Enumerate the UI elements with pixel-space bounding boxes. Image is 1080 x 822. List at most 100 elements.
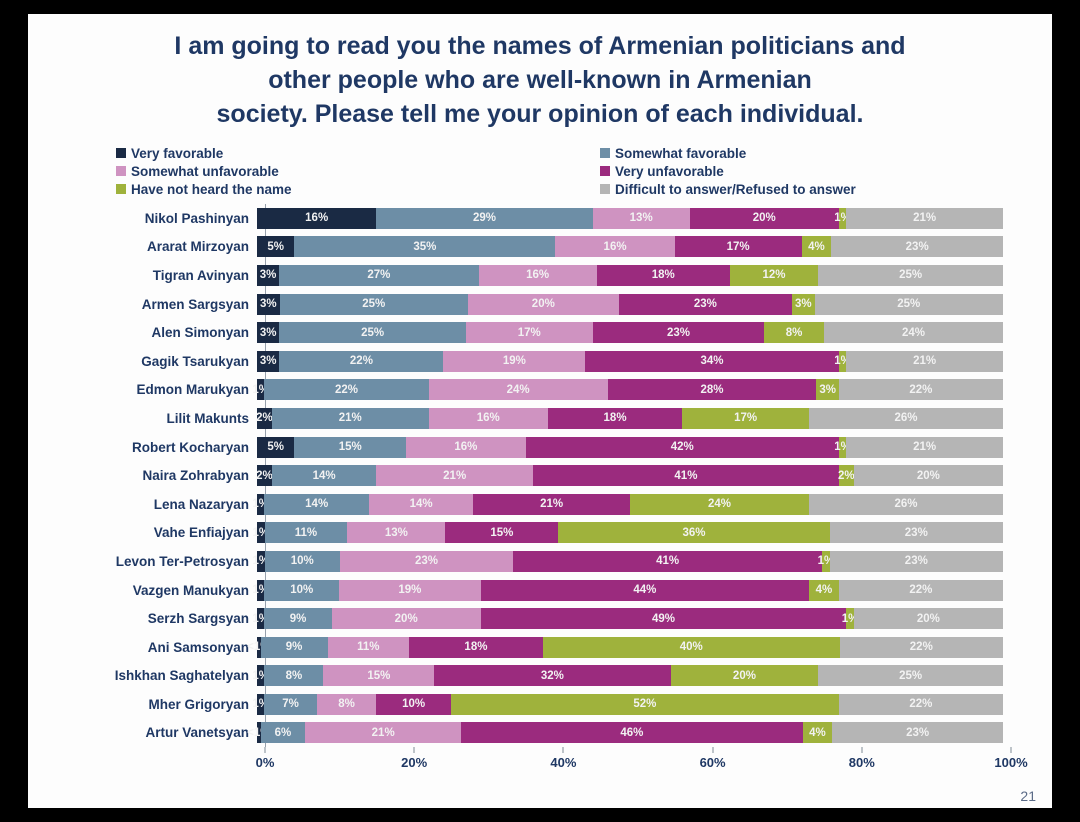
category-label: Lena Nazaryan [153, 496, 249, 512]
bar-value-label: 24% [707, 498, 732, 511]
bar-segment: 1% [252, 608, 269, 630]
bar-segment: 26% [809, 407, 1003, 429]
bar-value-label: 8% [285, 669, 303, 682]
axis-tick [413, 747, 415, 754]
category-label: Gagik Tsarukyan [141, 353, 249, 369]
bar-segment: 1% [834, 207, 851, 229]
bar-row: Lilit Makunts 2% 21% 16% 18% 17% 26% [28, 404, 1052, 433]
bar-row: Vahe Enfiajyan 1% 11% 13% 15% 36% 23% [28, 519, 1052, 548]
bar-value-label: 2% [256, 469, 273, 482]
bar-value-label: 4% [808, 240, 825, 253]
bar-segment: 26% [809, 493, 1003, 515]
legend-label: Difficult to answer/Refused to answer [615, 181, 856, 197]
page-title: I am going to read you the names of Arme… [28, 29, 1052, 131]
bar-value-label: 16% [526, 269, 550, 282]
bar-segment: 18% [596, 264, 730, 286]
bar-segment: 3% [791, 293, 815, 315]
bar-row: Artur Vanetsyan <1% 6% 21% 46% 4% 23% [28, 719, 1052, 748]
bar-value-label: 34% [700, 355, 724, 368]
bar-segment: 42% [525, 436, 839, 458]
bar-value-label: 3% [794, 298, 812, 311]
bar-value-label: 16% [603, 240, 627, 253]
bar-value-label: 11% [294, 526, 318, 539]
bar-segment: 4% [801, 236, 832, 258]
bar-value-label: 23% [904, 526, 928, 539]
bar-segment: 1% [818, 550, 834, 572]
bar-value-label: 5% [267, 441, 284, 454]
bar-segment: 8% [264, 665, 324, 687]
legend-swatch [116, 166, 126, 176]
bar-segment: 20% [853, 608, 1003, 630]
bar-value-label: 20% [732, 669, 756, 682]
category-label: Levon Ter-Petrosyan [115, 553, 249, 569]
bar-value-label: 4% [815, 584, 833, 597]
bar-segment: 14% [271, 465, 377, 487]
bar-value-label: 35% [413, 240, 437, 253]
bar-value-label: 41% [656, 555, 680, 568]
bar-value-label: 22% [909, 698, 933, 711]
bar-value-label: 28% [700, 383, 724, 396]
bar-stack: 5% 15% 16% 42% 1% 21% [257, 436, 1003, 458]
bar-segment: 25% [279, 293, 468, 315]
bar-value-label: 20% [752, 212, 776, 225]
bar-segment: 46% [461, 722, 803, 744]
bar-segment: 25% [818, 665, 1003, 687]
bar-stack: 3% 22% 19% 34% 1% 21% [257, 350, 1003, 372]
axis-tick-label: 0% [255, 755, 275, 771]
legend-item: Very unfavorable [600, 162, 856, 180]
bar-segment: 8% [764, 322, 824, 344]
bar-segment: 22% [839, 636, 1003, 658]
bar-segment: 15% [323, 665, 435, 687]
bar-segment: 1% [252, 522, 269, 544]
bar-row: Alen Simonyan 3% 25% 17% 23% 8% 24% [28, 318, 1052, 347]
bar-value-label: 23% [415, 555, 439, 568]
bar-value-label: 25% [361, 326, 385, 339]
page-number: 21 [1020, 788, 1036, 804]
bar-value-label: 6% [274, 726, 292, 739]
bar-value-label: 21% [443, 469, 467, 482]
bar-segment: 17% [465, 322, 593, 344]
bar-stack: 1% 22% 24% 28% 3% 22% [252, 379, 1003, 401]
bar-stack: 1% 10% 19% 44% 4% 22% [252, 579, 1003, 601]
bar-value-label: 25% [362, 298, 386, 311]
bar-segment: 23% [831, 236, 1003, 258]
legend-item: Difficult to answer/Refused to answer [600, 180, 856, 198]
category-label: Ararat Mirzoyan [146, 239, 249, 255]
bar-segment: 2% [256, 465, 273, 487]
bar-stack: 3% 25% 20% 23% 3% 25% [257, 293, 1003, 315]
bar-stack: 1% 9% 20% 49% 1% 20% [252, 608, 1003, 630]
bar-value-label: 11% [357, 641, 380, 654]
bar-value-label: 16% [305, 212, 329, 225]
bar-segment: 18% [409, 636, 543, 658]
bar-row: Ararat Mirzoyan 5% 35% 16% 17% 4% 23% [28, 233, 1052, 262]
bar-segment: 16% [406, 436, 526, 458]
bar-value-label: 23% [905, 240, 929, 253]
bar-segment: 36% [558, 522, 830, 544]
bar-segment: 5% [257, 436, 295, 458]
title-line-1: I am going to read you the names of Arme… [174, 32, 906, 60]
bar-segment: 22% [838, 693, 1003, 715]
bar-segment: 52% [450, 693, 839, 715]
bar-segment: 11% [264, 522, 348, 544]
bar-segment: 44% [480, 579, 810, 601]
bar-value-label: 21% [371, 726, 395, 739]
plot-rows: Nikol Pashinyan 16% 29% 13% 20% 1% 21% Ararat M… [28, 204, 1052, 748]
legend: Very favorable Somewhat unfavorable Have n… [28, 144, 1052, 198]
bar-segment: 7% [264, 693, 317, 715]
bar-value-label: 14% [409, 498, 433, 511]
bar-value-label: 23% [906, 726, 930, 739]
legend-swatch [600, 166, 610, 176]
title-line-3: society. Please tell me your opinion of … [216, 100, 864, 128]
axis-tick-label: 40% [550, 755, 577, 771]
bar-segment: 23% [829, 550, 1003, 572]
bar-value-label: 2% [256, 412, 273, 425]
bar-segment: 1% [252, 493, 269, 515]
category-label: Tigran Avinyan [152, 267, 249, 283]
bar-segment: 29% [376, 207, 593, 229]
legend-swatch [600, 184, 610, 194]
bar-segment: 14% [368, 493, 474, 515]
bar-segment: 10% [376, 693, 451, 715]
bar-value-label: 41% [674, 469, 698, 482]
legend-swatch [600, 148, 610, 158]
bar-value-label: 22% [334, 383, 359, 396]
